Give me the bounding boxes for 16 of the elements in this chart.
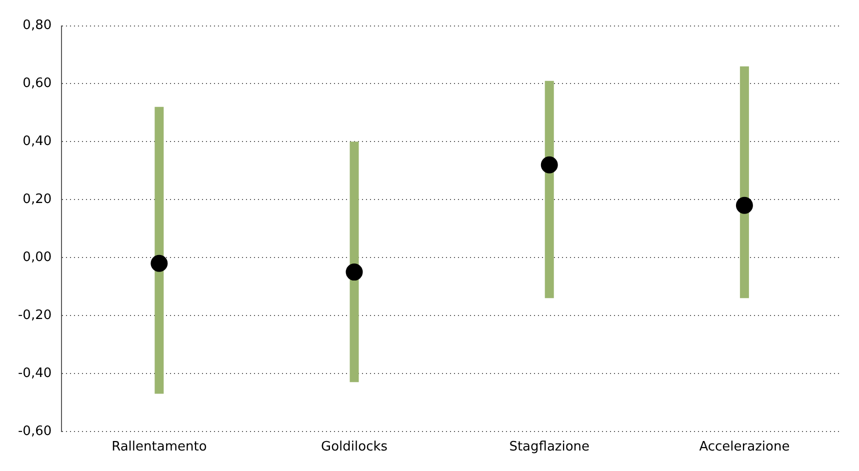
y-tick-label: 0,00 (22, 250, 52, 265)
y-tick-label: 0,60 (22, 76, 52, 92)
y-tick-label: -0,60 (18, 424, 52, 439)
point (736, 196, 753, 214)
x-tick-label: Stagflazione (509, 440, 590, 455)
y-tick-label: -0,20 (18, 308, 52, 323)
y-tick-label: 0,80 (22, 18, 52, 34)
point (540, 156, 558, 174)
y-tick-label: 0,20 (22, 192, 52, 208)
x-tick-label: Accelerazione (699, 440, 790, 455)
x-tick-label: Rallentamento (112, 440, 207, 455)
y-tick-label: 0,40 (22, 134, 52, 150)
point (150, 254, 168, 272)
y-tick-label: -0,40 (18, 366, 52, 381)
point (346, 264, 363, 281)
x-tick-label: Goldilocks (321, 440, 388, 455)
